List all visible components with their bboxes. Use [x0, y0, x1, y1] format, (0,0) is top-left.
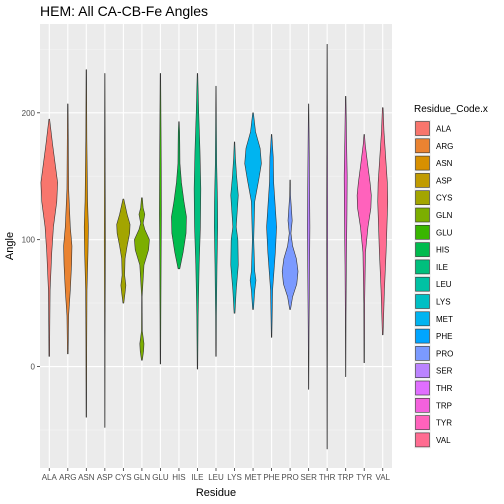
legend-label: ASN: [436, 159, 453, 168]
violin-ile: [193, 73, 202, 370]
legend-label: THR: [436, 384, 453, 393]
x-tick-label: TYR: [356, 473, 372, 482]
legend-key-asn: [415, 155, 430, 171]
x-tick-label: ALA: [42, 473, 58, 482]
violin-trp: [343, 96, 348, 377]
y-tick-label: 200: [22, 109, 36, 118]
violin-phe: [266, 134, 277, 338]
x-tick-label: VAL: [375, 473, 390, 482]
x-tick-label: PRO: [281, 473, 298, 482]
legend-key-arg: [415, 138, 430, 154]
violin-gln: [134, 197, 150, 361]
legend-key-glu: [415, 225, 430, 240]
violin-ser: [307, 103, 311, 390]
violin-arg: [63, 103, 73, 355]
legend-key-his: [415, 242, 430, 257]
legend-label: ILE: [436, 263, 448, 272]
violin-tyr: [356, 134, 372, 364]
violin-series: [40, 43, 389, 450]
legend-label: GLN: [436, 211, 453, 220]
legend-key-lys: [415, 294, 430, 309]
violin-met: [244, 112, 262, 310]
legend-label: ARG: [436, 142, 453, 151]
legend-label: TYR: [436, 419, 452, 428]
legend-key-gln: [415, 207, 430, 223]
legend-key-thr: [415, 380, 430, 396]
violin-ala: [40, 118, 58, 357]
legend-label: PHE: [436, 332, 452, 341]
x-tick-label: ILE: [191, 473, 203, 482]
x-tick-label: LYS: [227, 473, 242, 482]
legend: Residue_Code.x ALA ARG ASN ASP CYS GLN GLU HIS I…: [414, 104, 488, 449]
x-tick-label: ASP: [97, 473, 113, 482]
legend-key-met: [415, 311, 430, 327]
legend-key-ser: [415, 363, 430, 379]
violin-lys: [230, 141, 239, 314]
legend-key-asp: [415, 173, 430, 188]
legend-key-ile: [415, 259, 430, 275]
legend-items: ALA ARG ASN ASP CYS GLN GLU HIS ILE LEU LYS MET PHE P…: [414, 120, 453, 449]
x-tick-label: CYS: [115, 473, 131, 482]
legend-label: GLU: [436, 228, 453, 237]
legend-title: Residue_Code.x: [414, 104, 488, 115]
violin-thr: [326, 43, 328, 450]
violin-leu: [214, 85, 218, 357]
violin-asn: [83, 69, 89, 418]
legend-label: ASP: [436, 176, 452, 185]
legend-key-leu: [415, 276, 430, 292]
y-tick-label: 0: [31, 363, 36, 372]
x-tick-label: MET: [245, 473, 262, 482]
legend-key-pro: [415, 346, 430, 361]
legend-key-trp: [415, 397, 430, 413]
x-tick-label: SER: [300, 473, 317, 482]
legend-key-tyr: [415, 415, 430, 430]
x-tick-label: LEU: [208, 473, 224, 482]
legend-label: PRO: [436, 349, 453, 358]
violin-val: [377, 107, 389, 336]
legend-key-cys: [415, 190, 430, 205]
legend-label: CYS: [436, 194, 452, 203]
legend-label: HIS: [436, 246, 449, 255]
legend-label: TRP: [436, 401, 452, 410]
legend-label: VAL: [436, 436, 451, 445]
legend-label: LYS: [436, 298, 451, 307]
x-axis-title: Residue: [196, 487, 236, 499]
legend-key-val: [415, 432, 430, 448]
chart-title: HEM: All CA-CB-Fe Angles: [40, 3, 208, 19]
violin-his: [171, 121, 187, 270]
y-axis: 0 100 200: [22, 109, 40, 372]
x-axis: ALA ARG ASN ASP CYS GLN GLU HIS ILE LEU LYS MET PHE P…: [42, 468, 391, 482]
violin-glu: [159, 73, 162, 365]
x-tick-label: GLU: [152, 473, 169, 482]
violin-asp: [103, 73, 106, 428]
x-tick-label: HIS: [172, 473, 185, 482]
x-tick-label: ASN: [78, 473, 95, 482]
x-tick-label: GLN: [134, 473, 151, 482]
legend-label: LEU: [436, 280, 452, 289]
x-tick-label: PHE: [263, 473, 279, 482]
legend-key-ala: [415, 121, 430, 136]
y-axis-title: Angle: [4, 232, 16, 260]
x-tick-label: THR: [319, 473, 336, 482]
legend-label: MET: [436, 315, 453, 324]
legend-key-phe: [415, 328, 430, 344]
x-tick-label: ARG: [59, 473, 76, 482]
y-tick-label: 100: [22, 236, 36, 245]
legend-label: ALA: [436, 125, 452, 134]
legend-label: SER: [436, 367, 453, 376]
x-tick-label: TRP: [338, 473, 354, 482]
violin-pro: [281, 179, 299, 310]
violin-cys: [116, 198, 131, 304]
